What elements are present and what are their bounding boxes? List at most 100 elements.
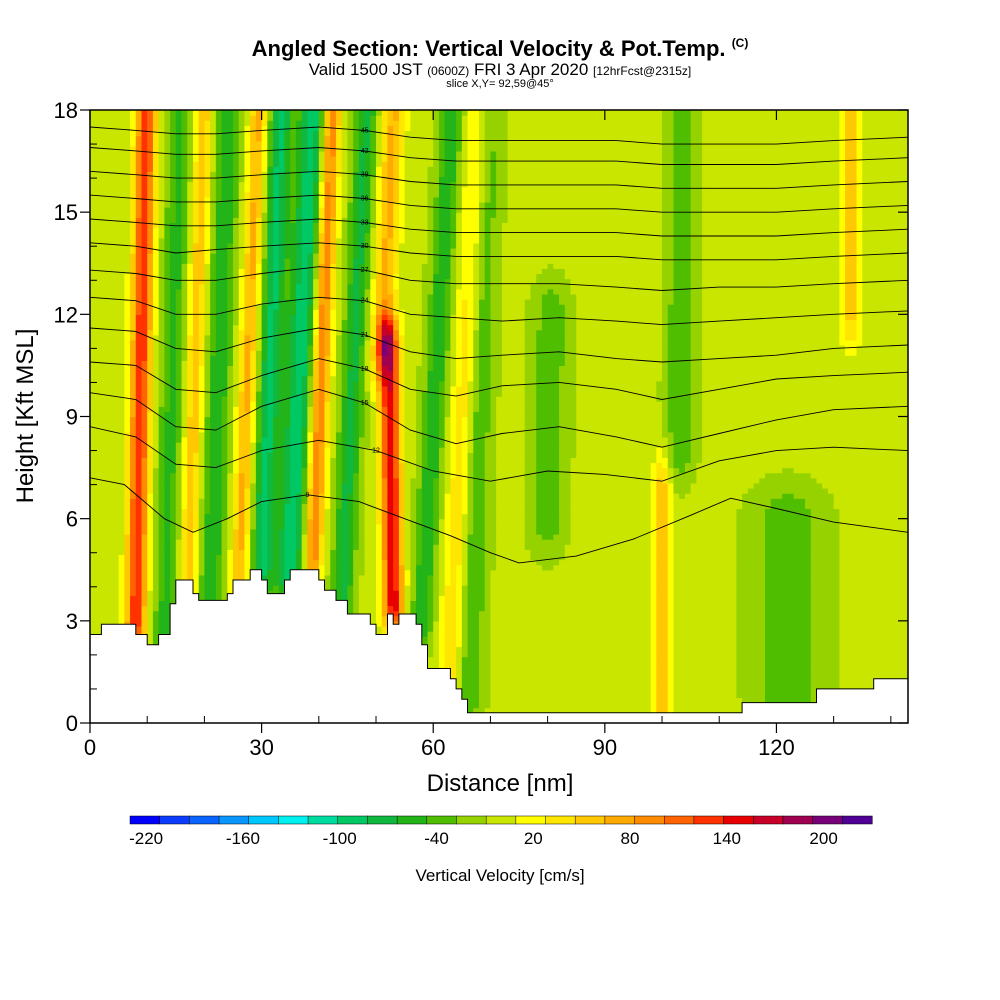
- velocity-cell: [891, 667, 897, 673]
- velocity-cell: [771, 544, 777, 550]
- velocity-cell: [822, 590, 828, 596]
- velocity-cell: [342, 585, 348, 591]
- velocity-cell: [342, 554, 348, 560]
- velocity-cell: [542, 692, 548, 698]
- velocity-cell: [479, 703, 485, 709]
- velocity-cell: [702, 544, 708, 550]
- velocity-cell: [702, 560, 708, 566]
- velocity-cell: [433, 590, 439, 596]
- velocity-cell: [731, 682, 737, 688]
- velocity-cell: [513, 570, 519, 576]
- velocity-cell: [633, 611, 639, 617]
- velocity-cell: [513, 626, 519, 632]
- velocity-cell: [267, 580, 273, 586]
- velocity-cell: [691, 600, 697, 606]
- velocity-cell: [588, 687, 594, 693]
- velocity-cell: [370, 611, 376, 617]
- velocity-cell: [428, 595, 434, 601]
- velocity-cell: [330, 570, 336, 576]
- velocity-cell: [668, 697, 674, 703]
- velocity-cell: [742, 585, 748, 591]
- velocity-cell: [622, 595, 628, 601]
- velocity-cell: [828, 560, 834, 566]
- velocity-cell: [799, 600, 805, 606]
- velocity-cell: [307, 560, 313, 566]
- velocity-cell: [765, 595, 771, 601]
- velocity-cell: [782, 646, 788, 652]
- velocity-cell: [525, 687, 531, 693]
- velocity-cell: [473, 595, 479, 601]
- velocity-cell: [696, 616, 702, 622]
- velocity-cell: [622, 585, 628, 591]
- velocity-cell: [874, 657, 880, 663]
- velocity-cell: [410, 544, 416, 550]
- velocity-cell: [536, 667, 542, 673]
- velocity-cell: [885, 662, 891, 668]
- velocity-cell: [473, 682, 479, 688]
- velocity-cell: [868, 672, 874, 678]
- velocity-cell: [645, 667, 651, 673]
- velocity-cell: [571, 641, 577, 647]
- velocity-cell: [513, 544, 519, 550]
- velocity-cell: [485, 631, 491, 637]
- velocity-cell: [399, 554, 405, 560]
- velocity-cell: [754, 631, 760, 637]
- velocity-cell: [805, 687, 811, 693]
- velocity-cell: [879, 631, 885, 637]
- velocity-cell: [771, 662, 777, 668]
- velocity-cell: [588, 641, 594, 647]
- velocity-cell: [616, 570, 622, 576]
- velocity-cell: [736, 636, 742, 642]
- velocity-cell: [862, 575, 868, 581]
- velocity-cell: [347, 560, 353, 566]
- velocity-cell: [714, 626, 720, 632]
- velocity-cell: [765, 575, 771, 581]
- velocity-cell: [754, 611, 760, 617]
- velocity-cell: [776, 549, 782, 555]
- velocity-cell: [473, 667, 479, 673]
- velocity-cell: [405, 585, 411, 591]
- velocity-cell: [571, 595, 577, 601]
- velocity-cell: [616, 631, 622, 637]
- velocity-cell: [725, 600, 731, 606]
- velocity-cell: [422, 580, 428, 586]
- velocity-cell: [611, 662, 617, 668]
- velocity-cell: [119, 595, 125, 601]
- velocity-cell: [342, 544, 348, 550]
- velocity-cell: [725, 687, 731, 693]
- velocity-cell: [811, 611, 817, 617]
- velocity-cell: [502, 595, 508, 601]
- velocity-cell: [485, 636, 491, 642]
- velocity-cell: [891, 651, 897, 657]
- velocity-cell: [702, 641, 708, 647]
- velocity-cell: [456, 631, 462, 637]
- velocity-cell: [748, 585, 754, 591]
- velocity-cell: [776, 560, 782, 566]
- velocity-cell: [141, 565, 147, 571]
- velocity-cell: [342, 580, 348, 586]
- velocity-cell: [719, 575, 725, 581]
- velocity-cell: [897, 549, 903, 555]
- velocity-cell: [731, 636, 737, 642]
- velocity-cell: [788, 554, 794, 560]
- velocity-cell: [559, 606, 565, 612]
- velocity-cell: [702, 703, 708, 709]
- velocity-cell: [456, 570, 462, 576]
- velocity-cell: [862, 636, 868, 642]
- velocity-cell: [628, 672, 634, 678]
- velocity-cell: [193, 580, 199, 586]
- velocity-cell: [891, 646, 897, 652]
- velocity-cell: [714, 611, 720, 617]
- velocity-cell: [691, 662, 697, 668]
- velocity-cell: [656, 682, 662, 688]
- velocity-cell: [879, 657, 885, 663]
- velocity-cell: [714, 651, 720, 657]
- velocity-cell: [639, 585, 645, 591]
- velocity-cell: [719, 595, 725, 601]
- velocity-cell: [599, 687, 605, 693]
- velocity-cell: [107, 554, 113, 560]
- velocity-cell: [662, 651, 668, 657]
- velocity-cell: [496, 682, 502, 688]
- velocity-cell: [862, 590, 868, 596]
- velocity-cell: [736, 570, 742, 576]
